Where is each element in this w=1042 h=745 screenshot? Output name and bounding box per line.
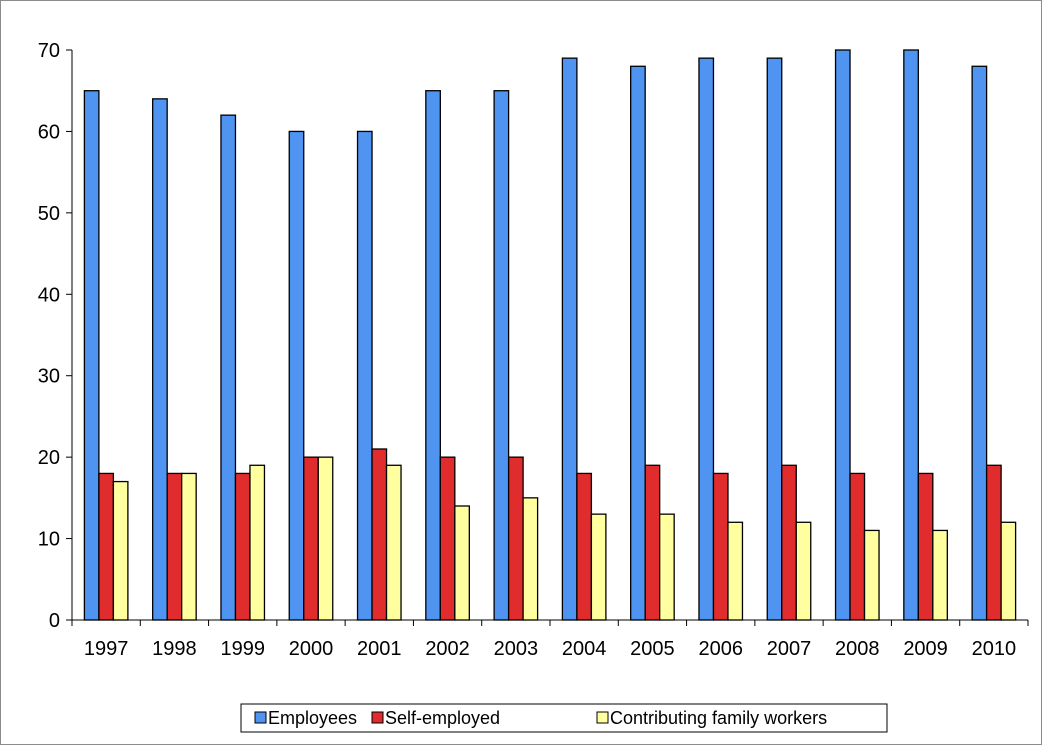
x-tick-label: 1998 — [152, 638, 197, 660]
x-tick-label: 1997 — [84, 638, 129, 660]
bar-contributing-family-workers-1998 — [181, 472, 197, 621]
bar-contributing-family-workers-2006 — [727, 521, 744, 621]
x-tick-label: 2008 — [835, 638, 880, 660]
x-tick-label: 2006 — [698, 638, 743, 660]
bar-self-employed-2004 — [576, 472, 593, 621]
bar-employees-2005 — [630, 65, 646, 621]
bar-employees-2003 — [493, 90, 510, 621]
legend-swatch-contributing-family-workers — [596, 711, 609, 724]
bar-self-employed-2010 — [985, 464, 1002, 621]
bar-employees-2007 — [766, 57, 783, 621]
x-tick-label: 2004 — [562, 638, 607, 660]
bar-self-employed-1997 — [98, 472, 115, 621]
y-tick-label: 40 — [38, 284, 60, 306]
legend-label-contributing-family-workers: Contributing family workers — [610, 708, 827, 728]
y-tick-label: 10 — [38, 529, 60, 551]
bar-contributing-family-workers-1997 — [112, 480, 129, 621]
bar-self-employed-1999 — [234, 472, 251, 621]
bar-self-employed-2003 — [507, 456, 524, 621]
bar-contributing-family-workers-2008 — [863, 529, 880, 621]
bar-contributing-family-workers-2002 — [454, 505, 470, 621]
bar-self-employed-1998 — [166, 472, 183, 621]
bar-contributing-family-workers-2010 — [1000, 521, 1017, 621]
bar-employees-2009 — [903, 49, 919, 621]
bar-employees-2002 — [425, 90, 441, 621]
bar-employees-2008 — [834, 49, 851, 621]
bar-self-employed-2002 — [439, 456, 456, 621]
x-tick-label: 1999 — [220, 638, 265, 660]
bar-self-employed-2008 — [849, 472, 866, 621]
bar-contributing-family-workers-2004 — [590, 513, 607, 621]
x-tick-label: 2007 — [767, 638, 812, 660]
bar-self-employed-2006 — [712, 472, 729, 621]
y-tick-label: 60 — [38, 121, 60, 143]
bar-employees-1998 — [152, 98, 168, 621]
bar-self-employed-2009 — [917, 472, 934, 621]
bar-self-employed-2005 — [644, 464, 661, 621]
y-tick-label: 0 — [49, 610, 60, 632]
x-tick-label: 2000 — [289, 638, 334, 660]
bar-self-employed-2007 — [781, 464, 797, 621]
bar-contributing-family-workers-2009 — [932, 529, 948, 621]
x-tick-label: 2001 — [357, 638, 402, 660]
x-tick-label: 2002 — [425, 638, 470, 660]
y-tick-label: 20 — [38, 447, 60, 469]
bar-employees-2006 — [698, 57, 715, 621]
bar-contributing-family-workers-2000 — [317, 456, 334, 621]
bar-employees-1997 — [83, 90, 100, 621]
bar-contributing-family-workers-2003 — [522, 497, 539, 621]
bar-employees-2010 — [971, 65, 988, 621]
x-tick-label: 2010 — [972, 638, 1017, 660]
y-tick-label: 70 — [38, 40, 60, 62]
legend-swatch-employees — [254, 711, 267, 724]
x-tick-label: 2009 — [903, 638, 948, 660]
bar-contributing-family-workers-1999 — [249, 464, 266, 621]
x-tick-label: 2003 — [494, 638, 539, 660]
legend-box — [240, 703, 888, 733]
bar-employees-2004 — [561, 57, 578, 621]
y-tick-label: 30 — [38, 366, 60, 388]
x-tick-label: 2005 — [630, 638, 675, 660]
bar-contributing-family-workers-2005 — [659, 513, 675, 621]
legend-swatch-self-employed — [371, 711, 384, 724]
bar-self-employed-2000 — [303, 456, 319, 621]
bar-contributing-family-workers-2001 — [385, 464, 402, 621]
bar-self-employed-2001 — [371, 448, 388, 621]
bar-contributing-family-workers-2007 — [795, 521, 812, 621]
y-tick-label: 50 — [38, 203, 60, 225]
legend: Employees Self-employed Contributing famil… — [240, 703, 888, 733]
legend-label-self-employed: Self-employed — [385, 708, 500, 728]
bar-employees-1999 — [220, 114, 237, 621]
bar-employees-2000 — [288, 130, 305, 621]
legend-label-employees: Employees — [268, 708, 357, 728]
bar-employees-2001 — [356, 130, 373, 621]
